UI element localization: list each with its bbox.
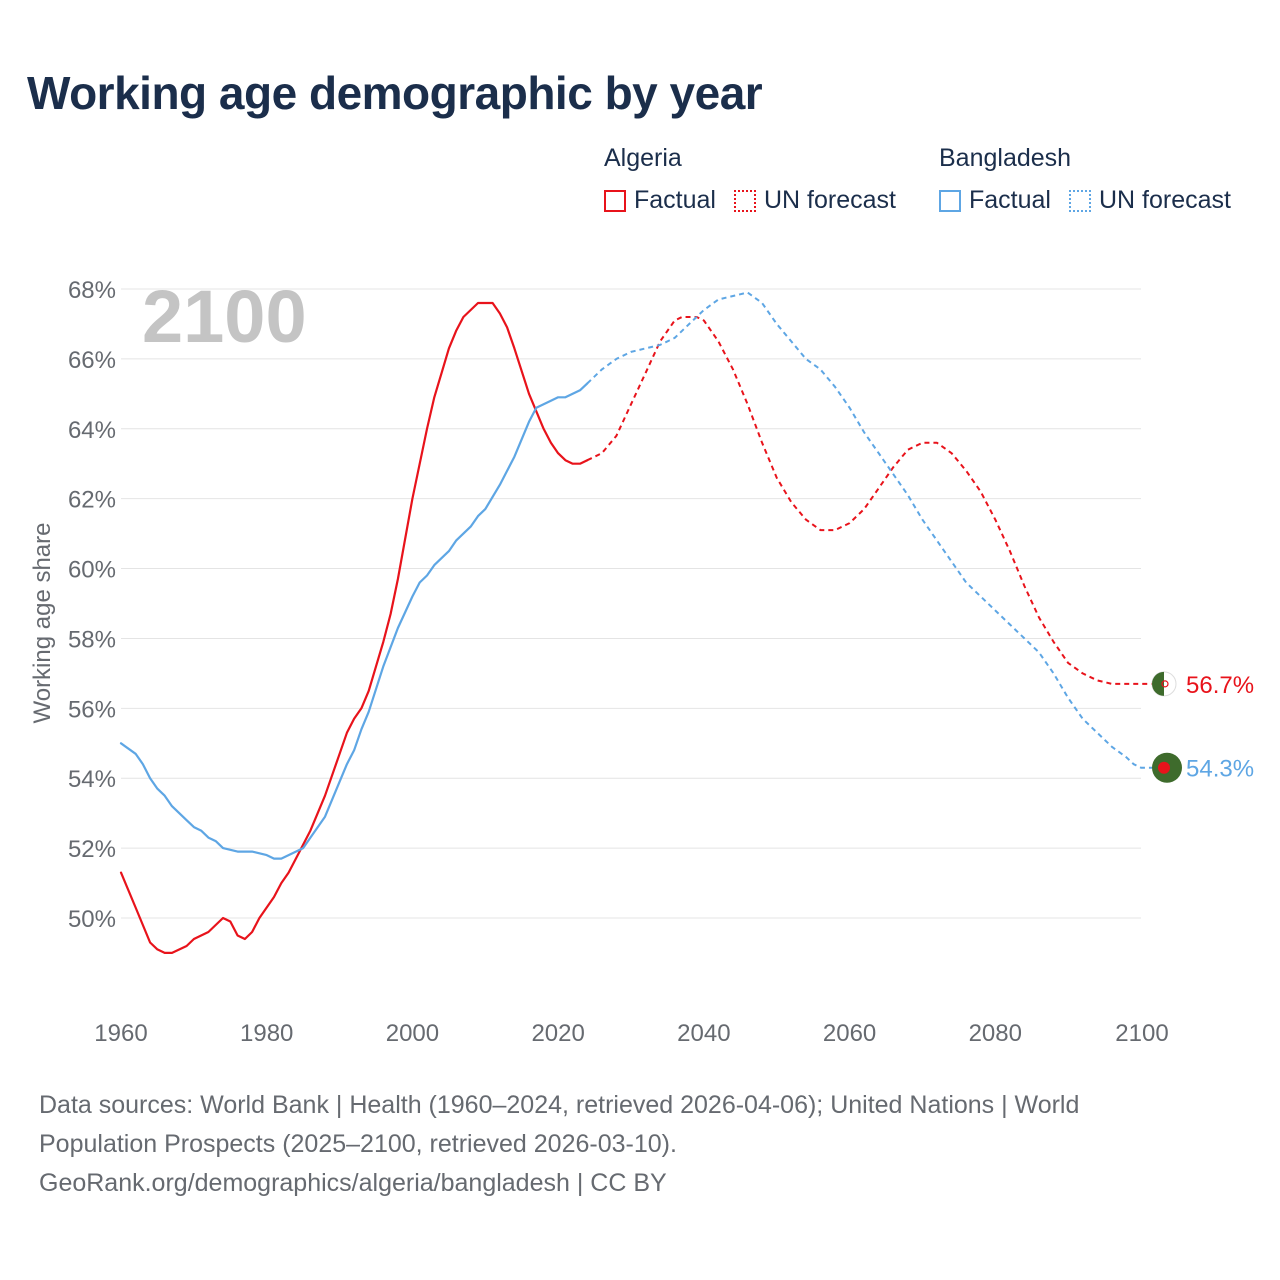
x-tick-label: 1960 — [94, 1020, 147, 1047]
x-tick-label: 2040 — [677, 1020, 730, 1047]
series-lines — [119, 291, 1152, 954]
legend-label: UN forecast — [1098, 186, 1231, 214]
x-axis-ticks: 1960 1980 2000 2020 2040 2060 2080 2100 — [94, 1020, 1168, 1047]
footer-line-3[interactable]: GeoRank.org/demographics/algeria/banglad… — [39, 1169, 667, 1197]
legend-group-algeria: Algeria Factual UN forecast — [604, 144, 914, 215]
footer-sources: Data sources: World Bank | Health (1960–… — [39, 1086, 1239, 1203]
y-axis-ticks: 50% 52% 54% 56% 58% 60% 62% 64% 66% 68% — [68, 277, 116, 933]
legend-item-algeria-factual[interactable]: Factual — [604, 186, 716, 215]
x-tick-label: 2020 — [531, 1020, 584, 1047]
x-tick-label: 2100 — [1115, 1020, 1168, 1047]
legend-group-bangladesh: Bangladesh Factual UN forecast — [939, 144, 1249, 215]
y-tick-label: 62% — [68, 487, 116, 514]
y-tick-label: 54% — [68, 766, 116, 793]
end-label-bangladesh: 54.3% — [1186, 756, 1254, 783]
legend-country-algeria: Algeria — [604, 144, 682, 172]
algeria-flag-crescent — [1161, 680, 1169, 688]
x-tick-label: 2080 — [969, 1020, 1022, 1047]
legend-swatch-solid — [604, 189, 626, 212]
footer-line-1: Data sources: World Bank | Health (1960–… — [39, 1091, 1080, 1119]
legend-label: Factual — [969, 186, 1051, 214]
series-line-algeria-factual — [119, 301, 589, 954]
y-tick-label: 50% — [68, 906, 116, 933]
y-axis-label: Working age share — [29, 523, 56, 724]
legend-swatch-dotted — [1068, 189, 1091, 212]
legend-label: Factual — [634, 186, 716, 214]
y-tick-label: 64% — [68, 417, 116, 444]
end-markers: 56.7% 54.3% — [1151, 671, 1254, 783]
chart-title: Working age demographic by year — [27, 67, 763, 119]
year-watermark: 2100 — [142, 275, 307, 358]
algeria-flag-green-half — [1152, 671, 1164, 696]
gridlines — [121, 288, 1141, 919]
legend-country-bangladesh: Bangladesh — [939, 144, 1072, 172]
series-line-bangladesh-factual — [119, 382, 589, 860]
y-tick-label: 68% — [68, 277, 116, 304]
end-label-algeria: 56.7% — [1186, 672, 1254, 699]
legend-item-bangladesh-forecast[interactable]: UN forecast — [1068, 186, 1231, 215]
y-tick-label: 60% — [68, 557, 116, 584]
legend-item-algeria-forecast[interactable]: UN forecast — [733, 186, 896, 215]
y-tick-label: 58% — [68, 626, 116, 653]
series-line-algeria-forecast — [586, 316, 1152, 685]
y-tick-label: 66% — [68, 347, 116, 374]
legend-swatch-dotted — [733, 189, 756, 212]
legend-label: UN forecast — [763, 186, 896, 214]
legend-item-bangladesh-factual[interactable]: Factual — [939, 186, 1051, 215]
legend-swatch-solid — [939, 189, 961, 212]
y-tick-label: 52% — [68, 836, 116, 863]
y-tick-label: 56% — [68, 696, 116, 723]
series-line-bangladesh-forecast — [586, 291, 1152, 769]
footer-line-2: Population Prospects (2025–2100, retriev… — [39, 1130, 677, 1158]
x-tick-label: 2000 — [386, 1020, 439, 1047]
x-tick-label: 1980 — [240, 1020, 293, 1047]
x-tick-label: 2060 — [823, 1020, 876, 1047]
bangladesh-flag-disc — [1158, 761, 1170, 774]
